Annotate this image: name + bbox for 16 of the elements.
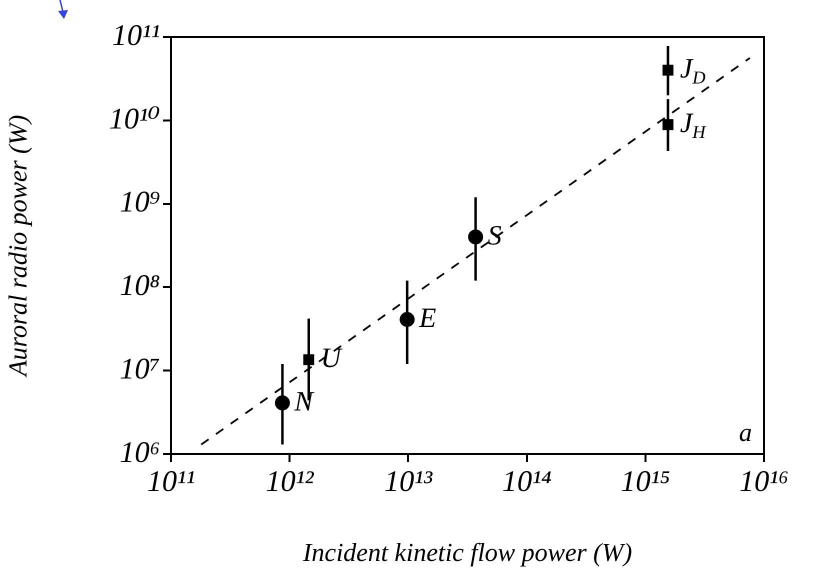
y-tick-label: 10¹¹	[112, 18, 160, 52]
annotation: N	[293, 386, 314, 418]
y-tick-label: 10¹⁰	[108, 102, 160, 136]
y-tick-label: 10⁹	[120, 186, 160, 219]
y-axis-title: Auroral radio power (W)	[3, 114, 32, 378]
x-axis-title: Incident kinetic flow power (W)	[302, 538, 632, 568]
annotation: S	[488, 220, 502, 252]
x-tick-label: 10¹⁴	[502, 464, 552, 498]
x-tick-label: 10¹⁵	[620, 464, 670, 498]
y-tick-label: 10⁸	[120, 269, 160, 302]
y-tick-label: 10⁷	[120, 352, 160, 386]
annotation: E	[418, 302, 436, 334]
x-tick-label: 10¹⁶	[739, 464, 789, 498]
x-tick-label: 10¹³	[384, 464, 434, 498]
annotation: a	[739, 418, 752, 447]
x-tick-label: 10¹²	[266, 464, 315, 498]
